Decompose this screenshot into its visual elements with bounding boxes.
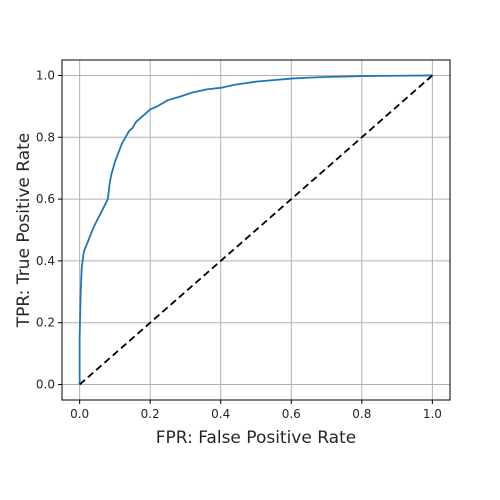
y-tick-label-4: 0.8 bbox=[36, 130, 55, 144]
x-tick-label-2: 0.4 bbox=[211, 407, 230, 421]
y-tick-label-1: 0.2 bbox=[36, 316, 55, 330]
y-tick-label-2: 0.4 bbox=[36, 254, 55, 268]
y-tick-label-3: 0.6 bbox=[36, 192, 55, 206]
x-tick-label-4: 0.8 bbox=[352, 407, 371, 421]
y-axis-label: TPR: True Positive Rate bbox=[14, 133, 34, 329]
y-tick-label-0: 0.0 bbox=[36, 378, 55, 392]
x-axis-label: FPR: False Positive Rate bbox=[156, 428, 356, 448]
x-tick-label-1: 0.2 bbox=[141, 407, 160, 421]
x-tick-label-5: 1.0 bbox=[423, 407, 442, 421]
y-tick-label-5: 1.0 bbox=[36, 68, 55, 82]
x-tick-label-3: 0.6 bbox=[282, 407, 301, 421]
x-tick-label-0: 0.0 bbox=[70, 407, 89, 421]
